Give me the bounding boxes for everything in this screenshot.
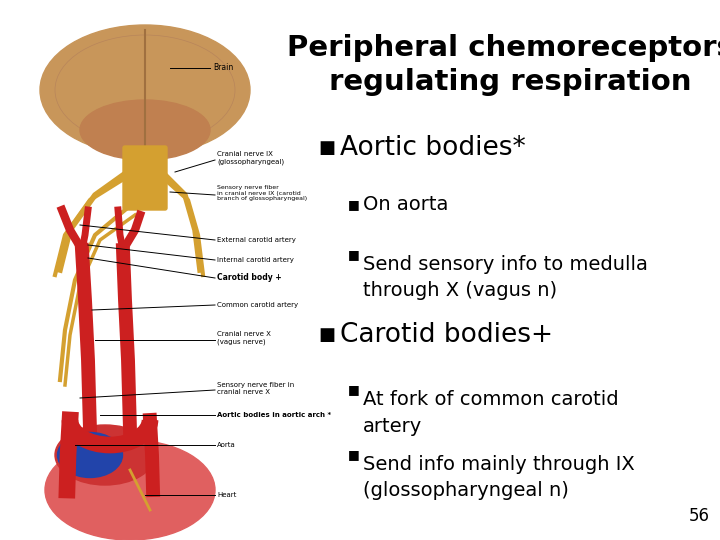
Text: Common carotid artery: Common carotid artery	[217, 302, 298, 308]
Text: ■: ■	[348, 248, 360, 261]
Ellipse shape	[80, 100, 210, 160]
Text: Peripheral chemoreceptors: Peripheral chemoreceptors	[287, 34, 720, 62]
Text: Carotid body +: Carotid body +	[217, 273, 282, 282]
Text: ■: ■	[318, 326, 335, 344]
Text: Brain: Brain	[213, 64, 233, 72]
Text: Send info mainly through IX
(glossopharyngeal n): Send info mainly through IX (glossophary…	[363, 455, 635, 501]
Text: Aortic bodies in aortic arch *: Aortic bodies in aortic arch *	[217, 412, 331, 418]
Text: External carotid artery: External carotid artery	[217, 237, 296, 243]
Text: Aorta: Aorta	[217, 442, 235, 448]
Text: 56: 56	[689, 507, 710, 525]
Text: ■: ■	[348, 199, 360, 212]
Text: Sensory nerve fiber in
cranial nerve X: Sensory nerve fiber in cranial nerve X	[217, 381, 294, 395]
Text: ■: ■	[348, 383, 360, 396]
FancyBboxPatch shape	[123, 146, 167, 210]
Ellipse shape	[40, 25, 250, 155]
Text: Sensory nerve fiber
in cranial nerve IX (carotid
branch of glossopharyngeal): Sensory nerve fiber in cranial nerve IX …	[217, 185, 307, 201]
Ellipse shape	[55, 425, 155, 485]
Text: Cranial nerve X
(vagus nerve): Cranial nerve X (vagus nerve)	[217, 331, 271, 345]
Ellipse shape	[58, 433, 122, 477]
Text: Send sensory info to medulla
through X (vagus n): Send sensory info to medulla through X (…	[363, 255, 648, 300]
Text: Heart: Heart	[217, 492, 236, 498]
Text: ■: ■	[318, 139, 335, 157]
Text: regulating respiration: regulating respiration	[329, 68, 691, 96]
Text: Internal carotid artery: Internal carotid artery	[217, 257, 294, 263]
Ellipse shape	[45, 440, 215, 540]
Text: Cranial nerve IX
(glossopharyngeal): Cranial nerve IX (glossopharyngeal)	[217, 151, 284, 165]
Text: ■: ■	[348, 449, 360, 462]
Text: At fork of common carotid
artery: At fork of common carotid artery	[363, 390, 618, 435]
Text: Aortic bodies*: Aortic bodies*	[340, 135, 526, 161]
Text: Carotid bodies+: Carotid bodies+	[340, 322, 553, 348]
Text: On aorta: On aorta	[363, 195, 449, 214]
